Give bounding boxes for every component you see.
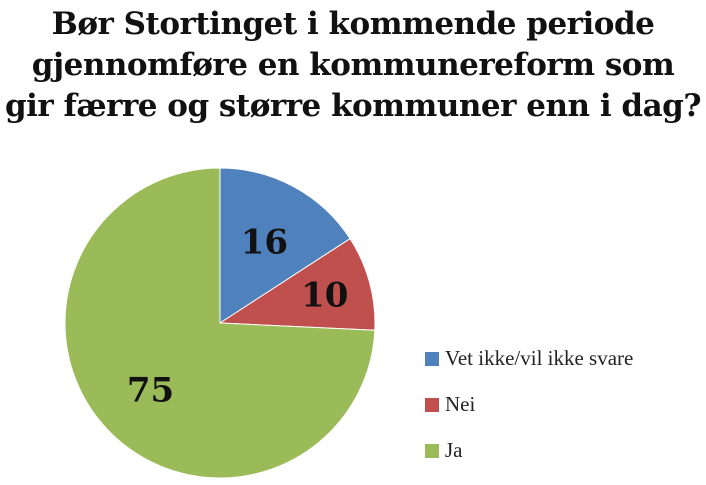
legend-label-ja: Ja xyxy=(445,438,463,462)
pie-slice-ja xyxy=(64,167,376,479)
chart-title-line-2: gjennomføre en kommunereform som xyxy=(31,47,675,83)
legend-label-nei: Nei xyxy=(445,392,476,416)
pie-slice-nei xyxy=(218,237,376,331)
legend-swatch-ja xyxy=(425,444,439,458)
slice-label-nei: 10 xyxy=(301,276,348,316)
legend-label-vet-ikke: Vet ikke/vil ikke svare xyxy=(445,346,634,370)
chart-title-line-3: gir færre og større kommuner enn i dag? xyxy=(4,88,702,124)
slice-label-vet-ikke: 16 xyxy=(241,222,288,262)
slice-label-ja: 75 xyxy=(127,370,174,410)
chart-title: Bør Stortinget i kommende periode gjenno… xyxy=(0,4,706,127)
legend-swatch-vet-ikke xyxy=(425,352,439,366)
chart-title-line-1: Bør Stortinget i kommende periode xyxy=(51,6,655,42)
pie-slice-vet-ikke xyxy=(219,167,351,324)
legend-swatch-nei xyxy=(425,398,439,412)
